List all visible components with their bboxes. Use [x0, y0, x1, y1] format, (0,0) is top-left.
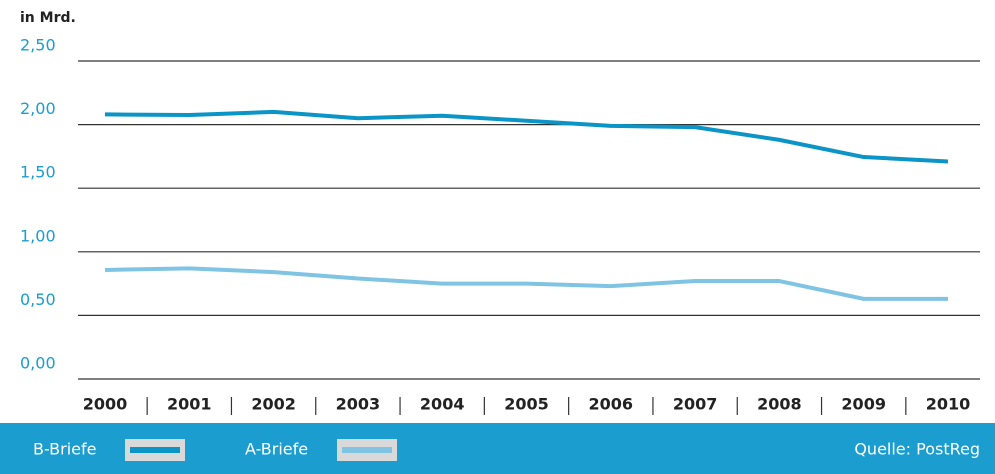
x-tick-label: 2004	[420, 395, 465, 414]
y-tick-label: 1,50	[20, 163, 56, 182]
x-tick-label: 2005	[504, 395, 549, 414]
line-series	[104, 266, 948, 301]
x-tick-label: 2003	[336, 395, 381, 414]
y-tick-label: 0,00	[20, 354, 56, 373]
legend-swatch	[130, 447, 180, 453]
y-tick-label: 1,00	[20, 226, 56, 245]
x-tick-label: 2001	[167, 395, 212, 414]
x-tick-label: 2000	[83, 395, 128, 414]
x-tick-label: 2008	[757, 395, 802, 414]
y-tick-label: 2,00	[20, 99, 56, 118]
x-tick-label: 2002	[251, 395, 296, 414]
x-tick-label: 2010	[926, 395, 971, 414]
legend-label: B-Briefe	[33, 440, 97, 459]
x-tick-label: 2006	[589, 395, 634, 414]
x-tick-label: 2009	[841, 395, 886, 414]
x-tick-label: 2007	[673, 395, 718, 414]
line-series	[104, 109, 949, 164]
y-tick-label: 2,50	[20, 36, 56, 55]
y-tick-label: 0,50	[20, 290, 56, 309]
legend-label: A-Briefe	[245, 440, 308, 459]
y-axis-label: in Mrd.	[20, 10, 76, 26]
source: Quelle: PostReg	[854, 440, 980, 459]
legend-swatch	[342, 447, 392, 453]
